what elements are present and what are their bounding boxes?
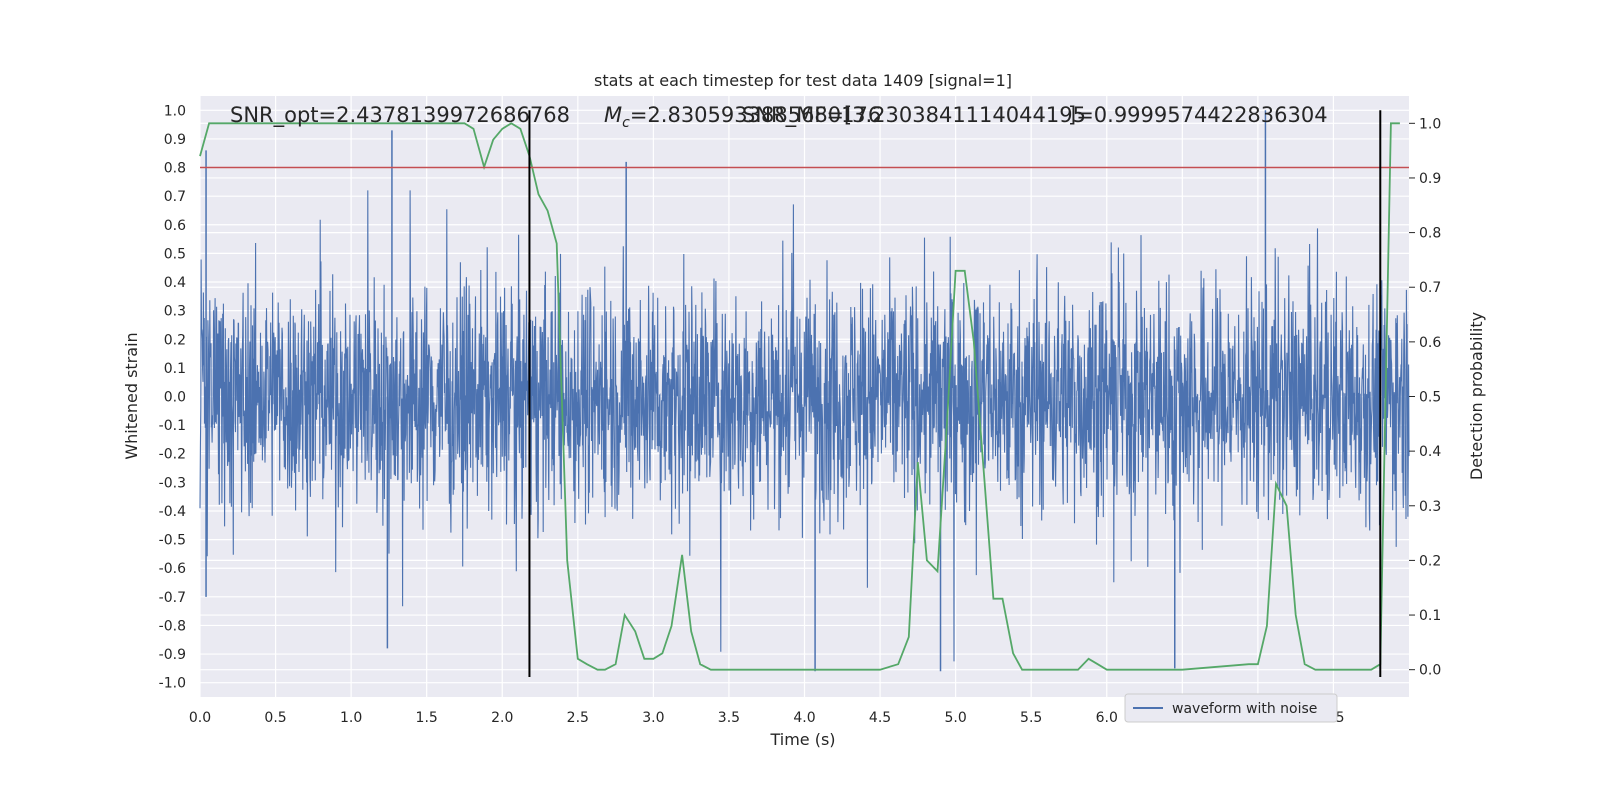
x-tick-label: 4.0: [793, 710, 815, 726]
y-tick-label-left: -0.9: [159, 647, 186, 663]
y-tick-label-left: 0.0: [164, 390, 186, 406]
y-tick-label-left: 0.6: [164, 218, 186, 234]
annotation-snr-mf: SNR_MF=[3.2303841114044195: [742, 103, 1086, 128]
y-tick-label-right: 0.5: [1419, 390, 1441, 406]
x-tick-label: 0.5: [264, 710, 286, 726]
y-axis-label-right: Detection probability: [1467, 312, 1486, 480]
x-tick-label: 5.0: [944, 710, 966, 726]
y-tick-label-right: 0.3: [1419, 499, 1441, 515]
y-tick-label-right: 1.0: [1419, 116, 1441, 132]
y-tick-label-left: 0.9: [164, 132, 186, 148]
vertical-markers: [528, 110, 1382, 677]
chart-title: stats at each timestep for test data 140…: [594, 71, 1012, 90]
y-tick-label-right: 0.9: [1419, 171, 1441, 187]
y-axis-label-left: Whitened strain: [122, 332, 141, 459]
y-tick-label-left: -0.5: [159, 533, 186, 549]
legend-box: [1124, 693, 1338, 723]
y-tick-label-left: -0.1: [159, 418, 186, 434]
x-tick-label: 1.0: [340, 710, 362, 726]
probability-line: [199, 122, 1400, 671]
y-tick-label-left: -0.4: [159, 504, 186, 520]
y-tick-label-left: 1.0: [164, 103, 186, 119]
y-tick-label-left: -1.0: [159, 676, 186, 692]
y-tick-label-left: 0.2: [164, 332, 186, 348]
y-tick-label-right: 0.8: [1419, 226, 1441, 242]
x-axis-label: Time (s): [769, 730, 835, 749]
x-tick-label: 2.0: [491, 710, 513, 726]
y-tick-label-right: 0.6: [1419, 335, 1441, 351]
x-tick-label: 4.5: [869, 710, 891, 726]
noise-trace: [199, 190, 1410, 662]
probability-series: [199, 122, 1400, 671]
annotation-chirp-mass-subscript: c: [622, 115, 630, 131]
y-tick-label-left: 0.4: [164, 275, 186, 291]
y-ticks-left: -1.0 -0.9 -0.8 -0.7 -0.6 -0.5 -0.4 -0.3 -0.2 -0.1…: [159, 103, 186, 691]
y-tick-label-left: -0.2: [159, 447, 186, 463]
y-tick-label-right: 0.1: [1419, 608, 1441, 624]
y-tick-label-left: 0.3: [164, 304, 186, 320]
y-tick-label-left: -0.3: [159, 475, 186, 491]
y-tick-label-left: -0.6: [159, 561, 186, 577]
legend: waveform with noise: [1124, 693, 1338, 723]
y-tick-label-right: 0.0: [1419, 663, 1441, 679]
legend-entry: waveform with noise: [1172, 701, 1317, 717]
annotation-chirp-mass-value: =2.8305933885680176: [630, 103, 881, 127]
y-ticks-right: 0.0 0.1 0.2 0.3 0.4 0.5 0.6 0.7 0.8 0.9 1.0: [1409, 116, 1441, 679]
annotation-snr-opt: SNR_opt=2.4378139972686768: [230, 103, 570, 128]
x-tick-label: 2.5: [567, 710, 589, 726]
y-tick-label-left: -0.8: [159, 618, 186, 634]
y-tick-label-right: 0.7: [1419, 280, 1441, 296]
x-tick-label: 3.5: [718, 710, 740, 726]
annotation-chirp-mass: Mc=2.8305933885680176: [604, 103, 881, 131]
y-tick-label-left: 0.8: [164, 161, 186, 177]
annotation-chirp-mass-symbol: M: [604, 103, 622, 127]
y-tick-label-left: 0.1: [164, 361, 186, 377]
y-tick-label-left: -0.7: [159, 590, 186, 606]
y-tick-label-right: 0.2: [1419, 553, 1441, 569]
x-tick-label: 5.5: [1020, 710, 1042, 726]
y-tick-label-left: 0.7: [164, 189, 186, 205]
x-tick-label: 3.0: [642, 710, 664, 726]
y-tick-label-left: 0.5: [164, 246, 186, 262]
annotation-overlap: ]=0.9999574422836304: [1068, 103, 1328, 127]
x-tick-label: 1.5: [416, 710, 438, 726]
x-tick-label: 6.0: [1096, 710, 1118, 726]
x-tick-label: 0.0: [189, 710, 211, 726]
y-tick-label-right: 0.4: [1419, 444, 1441, 460]
